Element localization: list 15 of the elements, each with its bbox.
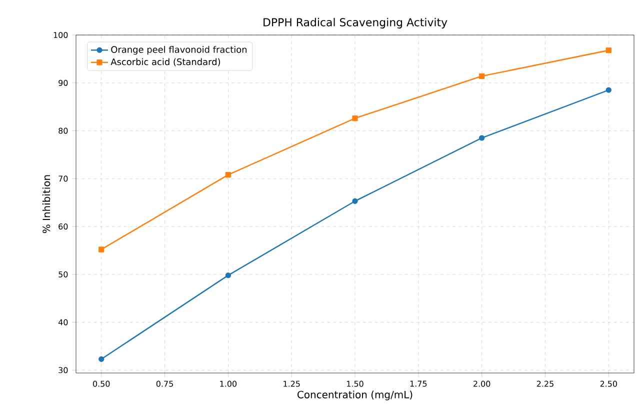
point [606,47,612,54]
x-axis-title: Concentration (mg/mL) [298,390,412,400]
point [606,87,612,93]
point [98,356,104,362]
point [225,172,232,178]
legend-label: Orange peel flavonoid fraction [111,46,247,55]
chart-title: DPPH Radical Scavenging Activity [264,18,448,28]
point [352,115,358,122]
point [478,135,485,141]
point [352,198,358,204]
point [478,73,485,80]
point [98,246,104,252]
legend-label: Ascorbic acid (Standard) [110,58,220,66]
y-axis-title: % Inhibition [42,175,50,234]
point [225,272,232,278]
